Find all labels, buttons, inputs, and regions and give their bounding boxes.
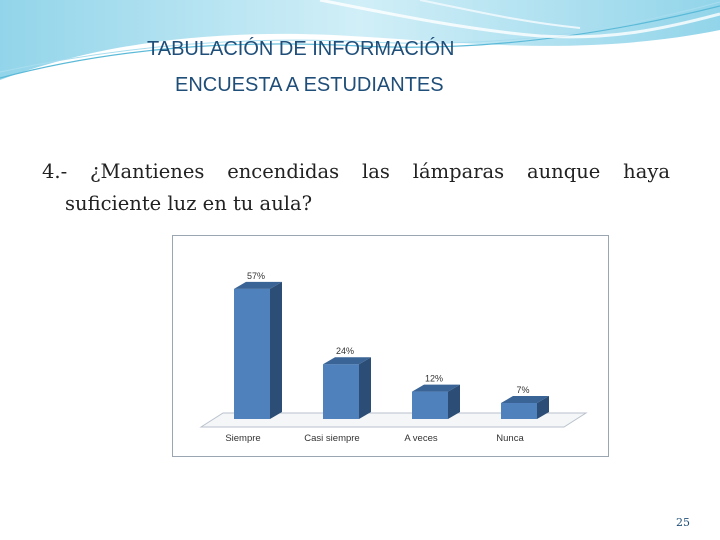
data-label-2: 24% [336, 346, 354, 356]
bar-1-top [234, 281, 282, 289]
question-line-2: suficiente luz en tu aula? [65, 192, 313, 215]
category-label-2: Casi siempre [304, 433, 359, 444]
bar-chart: 57% Siempre 24% Casi siempre 12% A veces 7% Nun… [199, 271, 588, 444]
category-label-4: Nunca [496, 433, 524, 444]
bar-4-top [501, 396, 549, 404]
bar-3-front [412, 391, 448, 419]
data-label-4: 7% [516, 385, 529, 395]
category-label-1: Siempre [225, 433, 260, 444]
chart-frame: 57% Siempre 24% Casi siempre 12% A veces 7% Nun… [172, 235, 609, 457]
page-number: 25 [676, 516, 690, 529]
slide-title-line-2: ENCUESTA A ESTUDIANTES [175, 74, 444, 96]
bar-4-side [537, 396, 549, 419]
bar-2-top [323, 357, 371, 365]
slide-title-line-1: TABULACIÓN DE INFORMACIÓN [147, 38, 455, 60]
category-label-3: A veces [404, 433, 438, 444]
bar-3-top [412, 384, 460, 392]
bar-1-side [270, 281, 282, 419]
bar-1-front [234, 288, 270, 419]
bar-4-front [501, 403, 537, 419]
header-swoosh-decoration [0, 0, 720, 80]
bar-3-side [448, 384, 460, 419]
bar-2-front [323, 364, 359, 419]
bar-2-side [359, 357, 371, 419]
data-label-1: 57% [247, 271, 265, 281]
data-label-3: 12% [425, 374, 443, 384]
question-line-1: 4.- ¿Mantienes encendidas las lámparas a… [42, 160, 670, 183]
chart-floor [199, 412, 588, 428]
